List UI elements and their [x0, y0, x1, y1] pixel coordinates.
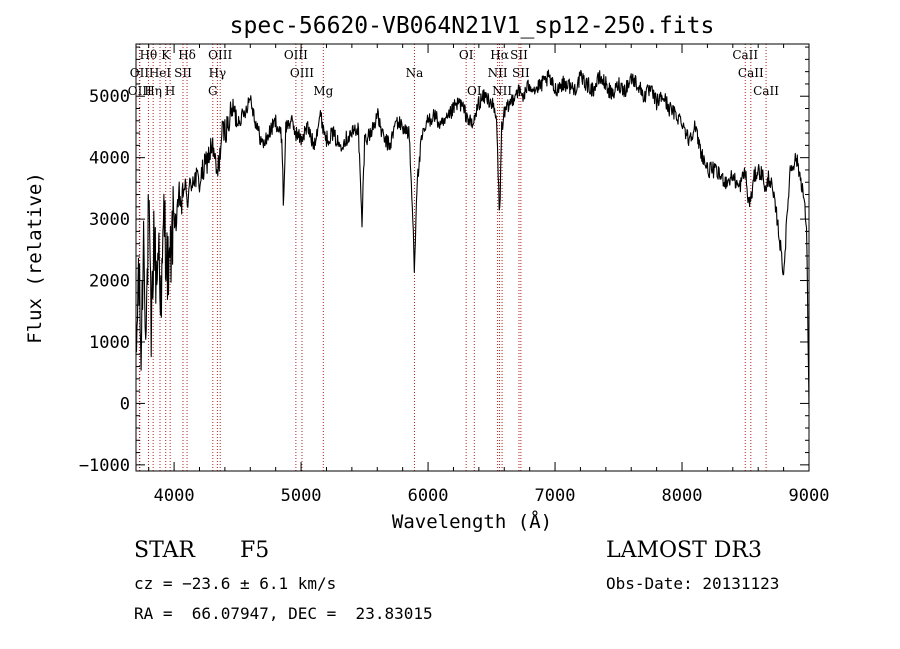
object-type-label: STAR — [134, 538, 195, 563]
redshift-readout: cz = −23.6 ± 6.1 km/s — [134, 574, 337, 593]
spectral-line-label-6: H — [165, 84, 175, 98]
x-tick-label: 6000 — [408, 486, 449, 506]
x-tick-label: 9000 — [789, 486, 830, 506]
x-tick-label: 4000 — [154, 486, 195, 506]
chart-title: spec-56620-VB064N21V1_sp12-250.fits — [230, 13, 715, 39]
spectral-line-label-14: Mg — [313, 84, 333, 98]
x-axis-label: Wavelength (Å) — [392, 510, 552, 533]
spectral-line-label-18: Hα — [490, 48, 509, 62]
spectral-line-label-20: NII — [492, 84, 512, 98]
x-tick-label: 8000 — [662, 486, 703, 506]
spectral-line-label-25: CaII — [753, 84, 779, 98]
spectral-line-label-21: SII — [510, 48, 528, 62]
y-tick-label: 4000 — [89, 149, 130, 169]
axis-ticks: 4000 5000 6000 7000 8000 9000 −1000 0 1000 2000 30… — [79, 44, 830, 506]
y-tick-label: −1000 — [79, 456, 130, 476]
y-tick-label: 3000 — [89, 210, 130, 230]
y-tick-label: 0 — [120, 394, 130, 414]
spectral-line-label-3: Hη — [144, 84, 162, 98]
spectral-class-label: F5 — [240, 538, 270, 563]
spectral-line-label-7: SII — [174, 66, 192, 80]
spectral-line-label-16: OI — [459, 48, 474, 62]
spectral-line-label-9: OIII — [208, 48, 232, 62]
spectral-line-label-24: CaII — [738, 66, 764, 80]
spectral-line-label-22: SII — [512, 66, 530, 80]
flux-line — [135, 69, 810, 409]
spectral-line-label-1: OII — [130, 66, 150, 80]
x-tick-label: 7000 — [535, 486, 576, 506]
y-tick-label: 5000 — [89, 87, 130, 107]
spectral-line-label-17: OI — [467, 84, 482, 98]
spectral-line-label-11: G — [208, 84, 218, 98]
spectral-line-label-5: HeI — [149, 66, 172, 80]
y-tick-label: 1000 — [89, 333, 130, 353]
spectral-line-label-13: OIII — [290, 66, 314, 80]
x-tick-label: 5000 — [281, 486, 322, 506]
spectral-line-label-19: NII — [488, 66, 508, 80]
y-tick-label: 2000 — [89, 272, 130, 292]
spectral-line-label-23: CaII — [732, 48, 758, 62]
spectral-line-label-10: Hγ — [209, 66, 227, 80]
spectral-line-label-15: Na — [406, 66, 424, 80]
spectral-line-label-8: Hδ — [178, 48, 196, 62]
coordinates-readout: RA = 66.07947, DEC = 23.83015 — [134, 604, 433, 623]
spectral-line-label-4: K — [161, 48, 171, 62]
spectral-line-label-12: OIII — [284, 48, 308, 62]
spectrum-series — [135, 69, 810, 409]
spectral-line-label-0: Hθ — [140, 48, 158, 62]
y-axis-label: Flux (relative) — [24, 172, 46, 344]
obs-date-readout: Obs-Date: 20131123 — [606, 574, 780, 593]
spectral-line-label-2: OIII — [128, 84, 152, 98]
survey-label: LAMOST DR3 — [606, 538, 762, 563]
plot-frame — [135, 43, 810, 472]
